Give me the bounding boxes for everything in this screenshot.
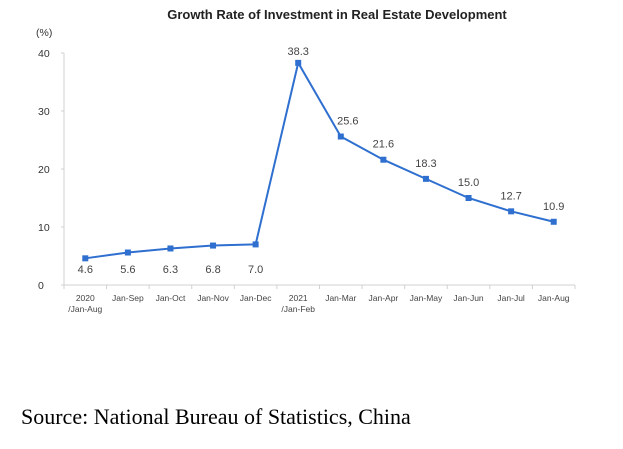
data-label: 7.0 [248,264,263,276]
x-tick-label: Jan-Nov [197,293,229,303]
y-tick-label: 10 [38,222,50,234]
x-tick-label: Jan-Jun [453,293,484,303]
x-tick-label: Jan-Sep [112,293,144,303]
x-tick-label: 2020/Jan-Aug [68,293,102,314]
series-line [82,59,557,262]
axes [61,52,576,289]
data-label: 10.9 [543,201,564,213]
series-line-path [85,60,554,260]
x-tick-label: Jan-May [410,293,443,303]
data-label: 25.6 [337,116,358,128]
data-point [380,156,387,163]
x-tick-label: 2021/Jan-Feb [281,293,315,314]
y-tick-label: 40 [38,48,50,60]
x-tick-label: Jan-Mar [325,293,356,303]
data-point [465,195,472,201]
y-tick-label: 30 [38,106,50,118]
data-point [422,175,429,182]
data-label: 5.6 [120,264,135,276]
line-chart: Growth Rate of Investment in Real Estate… [36,7,576,314]
data-point [508,208,515,215]
y-tick-label: 0 [38,280,44,292]
data-point [210,242,217,249]
data-label: 12.7 [500,190,521,202]
data-label: 6.3 [163,264,178,276]
data-point [550,218,557,225]
data-point [167,245,174,252]
data-point [337,133,344,140]
x-tick-label: Jan-Jul [497,293,525,303]
x-tick-labels: 2020/Jan-Aug Jan-Sep Jan-Oct Jan-Nov Jan-Dec… [68,293,570,314]
data-labels: 4.6 5.6 6.3 6.8 7.0 38.3 25.6 21.6 18.3 15.0 12.7 1… [78,46,565,276]
data-label: 21.6 [373,139,394,151]
data-point [82,255,89,262]
x-tick-label: Jan-Apr [368,293,398,303]
chart-title: Growth Rate of Investment in Real Estate… [167,7,507,22]
x-tick-label: Jan-Oct [156,293,186,303]
y-axis-unit-label: (%) [36,27,52,39]
data-point [252,241,259,248]
y-tick-label: 20 [38,164,50,176]
data-label: 6.8 [205,264,220,276]
data-label: 15.0 [458,177,479,189]
x-tick-label: Jan-Dec [240,293,272,303]
data-point [295,59,302,66]
y-tick-labels: 0 10 20 30 40 [38,48,50,292]
x-tick-label: Jan-Aug [538,293,570,303]
data-label: 18.3 [415,158,436,170]
source-caption: Source: National Bureau of Statistics, C… [21,404,411,429]
data-label: 4.6 [78,264,93,276]
data-label: 38.3 [287,46,308,58]
data-point [124,249,131,256]
